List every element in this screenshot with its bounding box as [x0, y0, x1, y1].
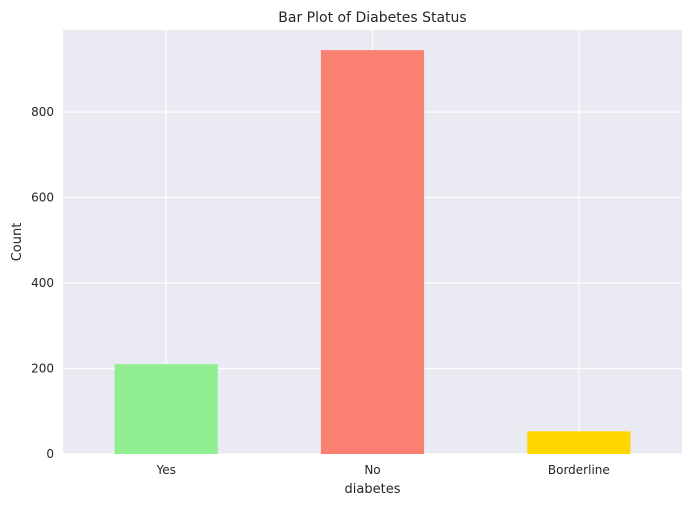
x-tick-label: Borderline [548, 463, 610, 477]
x-tick-labels: Yes No Borderline [155, 463, 609, 477]
y-axis-label: Count [10, 223, 25, 262]
y-tick-labels: 0 200 400 600 800 [31, 105, 54, 461]
bar-yes [114, 364, 218, 454]
y-tick-label: 200 [31, 362, 54, 376]
chart-title: Bar Plot of Diabetes Status [278, 10, 466, 26]
y-tick-label: 600 [31, 191, 54, 205]
bar-no [320, 50, 425, 454]
x-axis-label: diabetes [345, 482, 401, 497]
y-tick-label: 400 [31, 276, 54, 290]
y-tick-label: 0 [46, 447, 54, 461]
x-tick-label: No [364, 463, 380, 477]
bars [114, 50, 631, 454]
y-tick-label: 800 [31, 105, 54, 119]
x-tick-label: Yes [155, 463, 175, 477]
bar-borderline [527, 431, 631, 454]
